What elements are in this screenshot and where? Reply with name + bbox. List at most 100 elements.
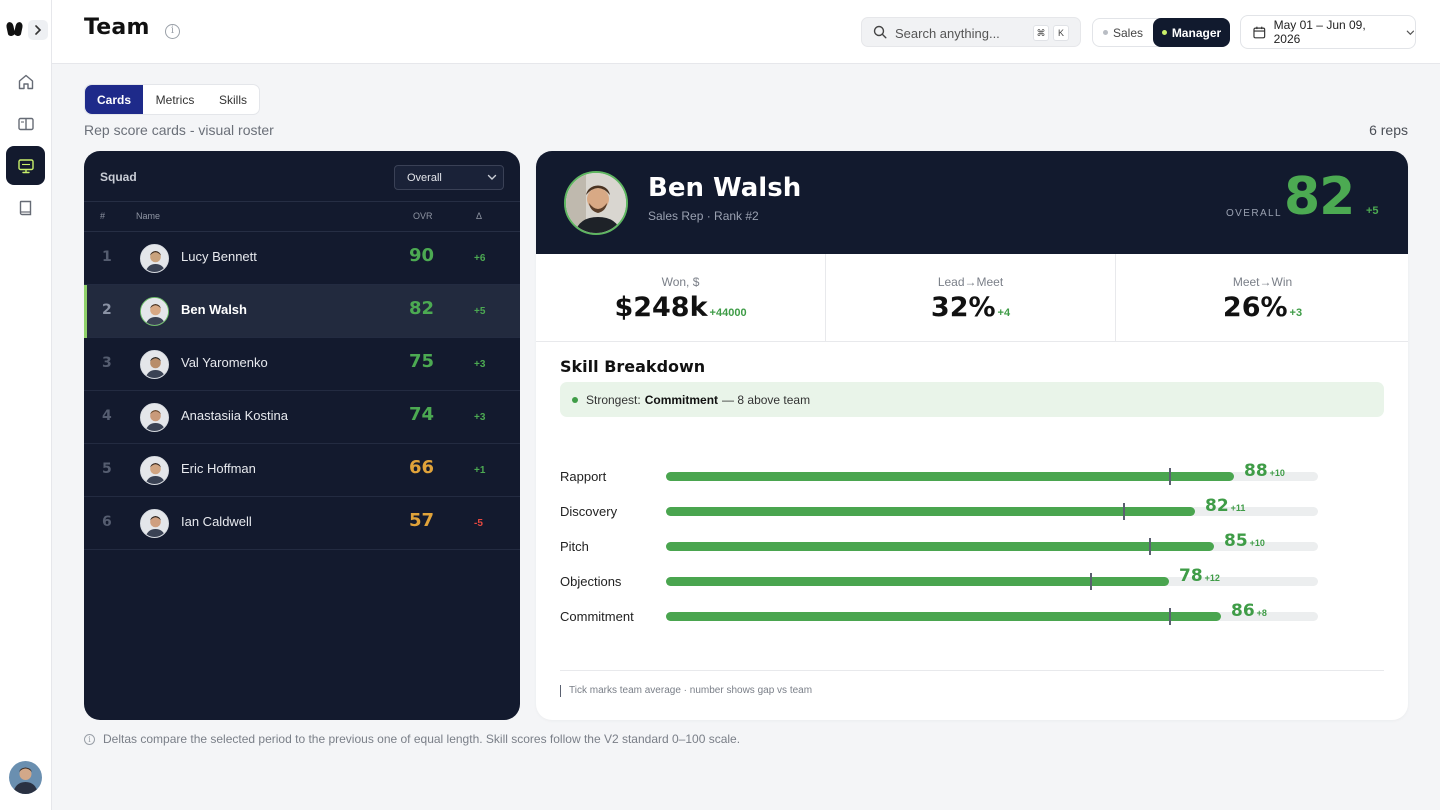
- stat-cards: Won, $ $248k +44000 Lead→Meet 32% +4 Meet→…: [536, 254, 1408, 342]
- strongest-prefix: Strongest:: [586, 392, 641, 407]
- squad-row[interactable]: 1 Lucy Bennett 90 +6: [84, 232, 520, 285]
- footnote-text: Deltas compare the selected period to th…: [103, 732, 741, 746]
- stat-value: $248k: [614, 292, 708, 323]
- skill-breakdown-title: Skill Breakdown: [560, 357, 706, 376]
- row-name: Ian Caldwell: [181, 514, 252, 529]
- skill-name: Rapport: [560, 469, 607, 484]
- row-rank: 5: [102, 461, 112, 477]
- row-ovr: 57: [409, 510, 435, 531]
- skill-gap: +10: [1269, 468, 1285, 478]
- footnote: i Deltas compare the selected period to …: [84, 732, 740, 746]
- skill-track: [666, 468, 1318, 485]
- tab-cards[interactable]: Cards: [85, 85, 143, 114]
- col-rank: #: [100, 211, 106, 221]
- nav-library-button[interactable]: [6, 188, 45, 227]
- profile-name: Ben Walsh: [648, 173, 802, 203]
- row-name: Ben Walsh: [181, 302, 247, 317]
- selected-indicator: [84, 285, 87, 338]
- nav-split-view-button[interactable]: [6, 104, 45, 143]
- role-sales-button[interactable]: Sales: [1093, 19, 1153, 46]
- divider: [560, 670, 1384, 671]
- row-ovr: 90: [409, 245, 435, 266]
- overall-score: 82: [1284, 167, 1355, 227]
- skill-fill: [666, 612, 1221, 621]
- row-delta: -5: [474, 518, 483, 529]
- skill-score: 78 +12: [1179, 566, 1220, 586]
- skill-row: Rapport 88 +10: [560, 461, 1380, 487]
- stat-meet-win: Meet→Win 26% +3: [1117, 254, 1408, 342]
- profile-avatar: [564, 171, 628, 235]
- squad-table-header: # Name OVR Δ: [84, 201, 520, 232]
- squad-row[interactable]: 4 Anastasiia Kostina 74 +3: [84, 391, 520, 444]
- row-delta: +3: [474, 412, 486, 423]
- logo-icon[interactable]: [5, 21, 24, 38]
- stat-delta: +3: [1289, 307, 1303, 319]
- skill-fill: [666, 472, 1234, 481]
- squad-sort-value: Overall: [407, 171, 442, 184]
- stat-value: 26%: [1222, 292, 1288, 323]
- row-name: Eric Hoffman: [181, 461, 256, 476]
- home-icon: [18, 74, 33, 89]
- skill-track: [666, 503, 1318, 520]
- row-delta: +6: [474, 253, 486, 264]
- user-avatar[interactable]: [9, 761, 42, 794]
- rep-avatar: [140, 244, 169, 273]
- skill-name: Pitch: [560, 539, 589, 554]
- search-input[interactable]: [895, 24, 1025, 42]
- row-delta: +1: [474, 465, 486, 476]
- col-delta: Δ: [476, 211, 483, 221]
- skill-score: 88 +10: [1244, 461, 1285, 481]
- skill-name: Objections: [560, 574, 622, 589]
- squad-row[interactable]: 2 Ben Walsh 82 +5: [84, 285, 520, 338]
- skill-score: 86 +8: [1231, 601, 1267, 621]
- active-dot: [1161, 30, 1167, 35]
- skill-row: Pitch 85 +10: [560, 531, 1380, 557]
- squad-sort-select[interactable]: Overall: [394, 165, 504, 190]
- skill-score: 82 +11: [1205, 496, 1246, 516]
- squad-title: Squad: [100, 170, 137, 184]
- tab-metrics[interactable]: Metrics: [155, 92, 195, 107]
- row-delta: +3: [474, 359, 486, 370]
- skill-row: Discovery 82 +11: [560, 496, 1380, 522]
- role-manager-button[interactable]: Manager: [1153, 18, 1230, 47]
- col-ovr: OVR: [413, 211, 433, 221]
- rep-avatar: [140, 509, 169, 538]
- tab-skills[interactable]: Skills: [218, 92, 247, 107]
- search-icon: [873, 25, 887, 39]
- row-ovr: 75: [409, 351, 435, 372]
- squad-row[interactable]: 6 Ian Caldwell 57 -5: [84, 497, 520, 550]
- skill-row: Commitment 86 +8: [560, 601, 1380, 627]
- rep-avatar: [140, 350, 169, 379]
- skill-track: [666, 538, 1318, 555]
- skill-gap: +8: [1256, 608, 1267, 618]
- chevron-down-icon: [1406, 30, 1415, 35]
- strongest-skill-banner: Strongest: Commitment — 8 above team: [560, 382, 1384, 417]
- team-average-tick: [1169, 608, 1171, 625]
- skill-name: Discovery: [560, 504, 618, 519]
- skill-gap: +10: [1249, 538, 1265, 548]
- rep-avatar: [140, 403, 169, 432]
- view-tabs: Cards Metrics Skills: [84, 84, 260, 115]
- stat-won: Won, $ $248k +44000: [536, 254, 826, 342]
- search-box[interactable]: ⌘ K: [861, 17, 1081, 47]
- monitor-icon: [17, 158, 34, 173]
- squad-row[interactable]: 5 Eric Hoffman 66 +1: [84, 444, 520, 497]
- expand-sidebar-button[interactable]: [28, 20, 48, 40]
- role-toggle: Sales Manager: [1092, 18, 1230, 47]
- squad-row[interactable]: 3 Val Yaromenko 75 +3: [84, 338, 520, 391]
- date-range-picker[interactable]: May 01 – Jun 09, 2026: [1240, 15, 1416, 49]
- nav-home-button[interactable]: [6, 62, 45, 101]
- info-icon[interactable]: i: [165, 24, 180, 39]
- profile-panel: Ben Walsh Sales Rep · Rank #2 OVERALL 82…: [536, 151, 1408, 720]
- nav-team-button[interactable]: [6, 146, 45, 185]
- chevron-down-icon: [487, 174, 497, 180]
- profile-header: Ben Walsh Sales Rep · Rank #2 OVERALL 82…: [536, 151, 1408, 254]
- row-rank: 4: [102, 408, 112, 424]
- kbd-cmd-key: ⌘: [1033, 25, 1049, 41]
- inactive-dot: [1102, 30, 1108, 35]
- team-average-tick: [1123, 503, 1125, 520]
- role-sales-label: Sales: [1112, 25, 1144, 40]
- stat-label: Won, $: [661, 275, 700, 289]
- top-header: Team i ⌘ K Sales Manager May 01 – Jun 09…: [52, 0, 1440, 64]
- green-dot: [572, 397, 578, 403]
